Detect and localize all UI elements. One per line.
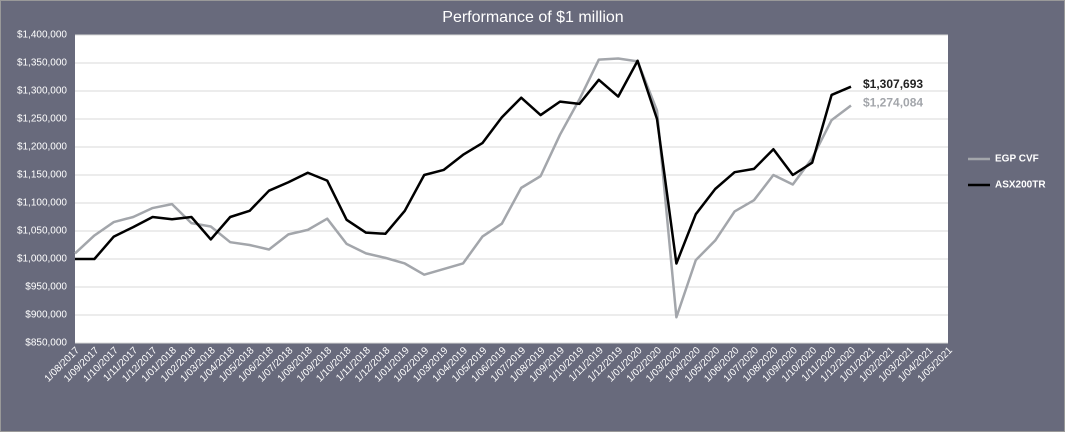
y-tick-label: $850,000 <box>25 338 67 349</box>
y-tick-label: $900,000 <box>25 310 67 321</box>
data-label: $1,274,084 <box>863 96 923 110</box>
y-tick-label: $1,300,000 <box>17 86 67 97</box>
y-tick-label: $950,000 <box>25 282 67 293</box>
y-tick-label: $1,400,000 <box>17 30 67 41</box>
line <box>75 59 852 265</box>
plot-area <box>75 35 948 343</box>
data-label: $1,307,693 <box>863 77 923 91</box>
legend-label: EGP CVF <box>995 154 1039 165</box>
y-tick-label: $1,150,000 <box>17 170 67 181</box>
chart-title: Performance of $1 million <box>442 9 623 26</box>
y-tick-label: $1,350,000 <box>17 58 67 69</box>
line <box>74 57 852 319</box>
y-tick-label: $1,200,000 <box>17 142 67 153</box>
y-tick-label: $1,050,000 <box>17 226 67 237</box>
y-tick-label: $1,000,000 <box>17 254 67 265</box>
y-tick-label: $1,100,000 <box>17 198 67 209</box>
y-tick-label: $1,250,000 <box>17 114 67 125</box>
legend-label: ASX200TR <box>995 180 1046 191</box>
